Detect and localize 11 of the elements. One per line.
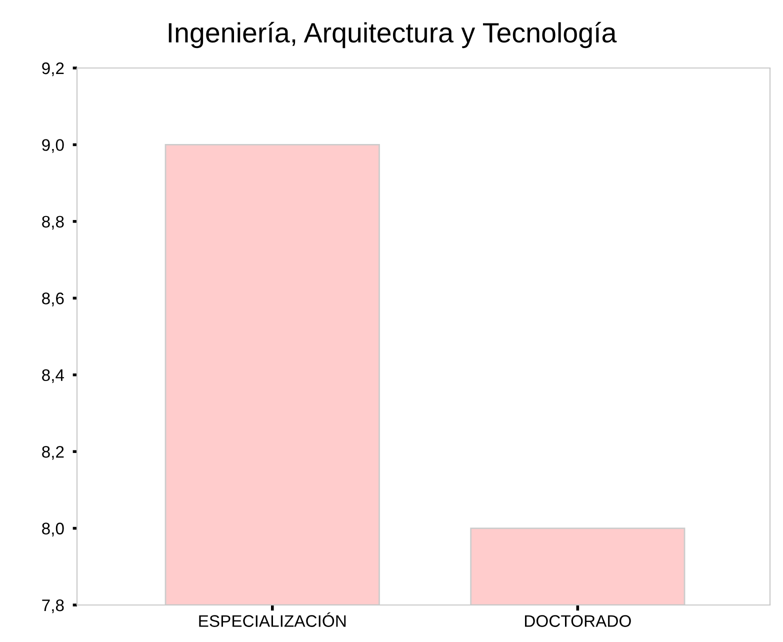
y-tick-label: 7,8 [42, 599, 64, 614]
y-tick-label: 8,0 [42, 522, 64, 536]
y-tick-label: 8,4 [42, 369, 64, 384]
chart-title: Ingeniería, Arquitectura y Tecnología [168, 22, 617, 48]
x-tick-label: DOCTORADO [525, 615, 631, 627]
y-tick-label: 8,6 [42, 292, 64, 306]
y-tick-label: 9,0 [42, 139, 64, 153]
x-tick-label: ESPECIALIZACIÓN [199, 612, 346, 627]
y-tick-label: 8,2 [42, 446, 64, 460]
y-tick-label: 9,2 [42, 62, 64, 76]
y-tick-label: 8,8 [42, 216, 64, 230]
